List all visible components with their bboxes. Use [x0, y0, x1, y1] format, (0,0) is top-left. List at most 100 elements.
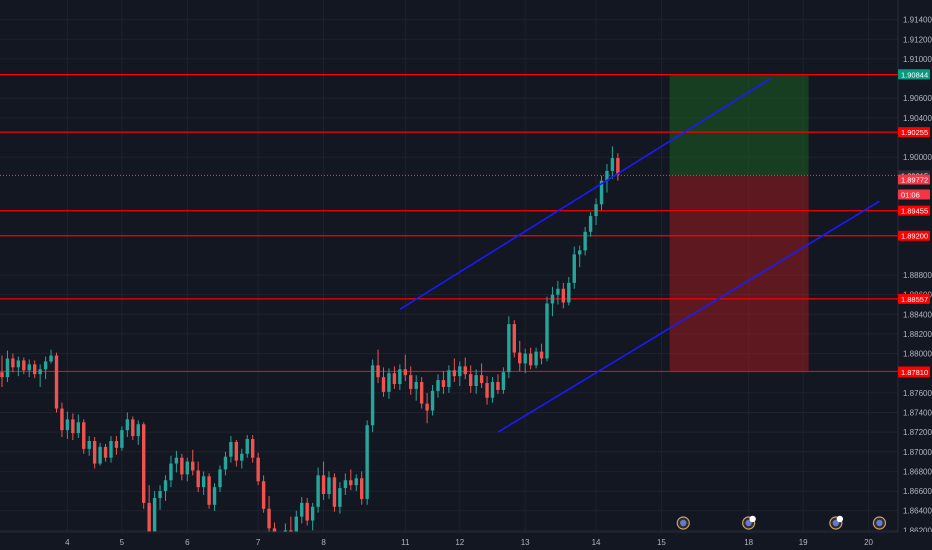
channel-upper-line[interactable]: [399, 77, 771, 311]
price-tag-level: [898, 230, 930, 241]
event-flag-icon: [876, 519, 883, 527]
event-flag-icon: [680, 519, 687, 527]
candle-body-up: [87, 440, 91, 449]
candle-body-up: [212, 487, 217, 505]
candle-body-up: [16, 360, 21, 368]
candle-body-down: [196, 470, 200, 488]
candle-body-up: [300, 502, 304, 517]
position-zones[interactable]: [669, 74, 809, 373]
date-tick-label: 14: [592, 538, 601, 547]
candle-body-down: [251, 439, 255, 458]
candle-body-down: [321, 475, 326, 495]
candle-body-down: [561, 288, 566, 303]
horizontal-levels[interactable]: [0, 73, 898, 373]
candlesticks: [0, 146, 620, 550]
price-tag-countdown: [898, 189, 930, 200]
price-tag-level: [898, 293, 930, 304]
event-flag-icon: [832, 519, 840, 527]
candle-body-up: [310, 506, 315, 521]
price-tag-label: 1.90255: [901, 128, 928, 137]
price-tick-label: 1.87400: [903, 409, 932, 418]
trend-channel[interactable]: [399, 77, 880, 433]
candle-body-down: [518, 352, 522, 364]
price-axis-panel[interactable]: [898, 0, 932, 532]
candle-body-down: [425, 403, 429, 411]
candle-body-up: [125, 419, 130, 431]
candle-body-up: [588, 216, 593, 232]
candle-body-down: [463, 366, 467, 375]
date-tick-label: 15: [657, 538, 666, 547]
candle-body-up: [387, 373, 391, 392]
price-tag-label: 01:06: [901, 190, 920, 199]
price-tick-label: 1.91200: [903, 35, 932, 44]
candle-body-up: [605, 170, 609, 181]
stop-loss-zone[interactable]: [669, 175, 809, 373]
time-axis-panel[interactable]: [0, 532, 932, 550]
candle-body-up: [556, 288, 560, 295]
price-tick-label: 1.90000: [903, 153, 932, 162]
candle-body-up: [501, 372, 506, 390]
candle-body-up: [49, 355, 53, 362]
candle-body-up: [327, 477, 331, 495]
price-tick-label: 1.88400: [903, 310, 932, 319]
candle-body-down: [22, 360, 26, 371]
candle-body-up: [294, 516, 298, 535]
candle-body-up: [583, 231, 587, 251]
candle-body-up: [338, 488, 342, 507]
candle-body-up: [152, 497, 157, 532]
candle-body-down: [512, 324, 516, 353]
price-tick-label: 1.88000: [903, 350, 932, 359]
event-count-label: 2: [751, 517, 755, 523]
price-tag-label: 1.90844: [901, 70, 928, 79]
candle-body-down: [479, 375, 484, 384]
date-tick-label: 13: [521, 538, 530, 547]
candle-body-down: [469, 374, 473, 386]
grid-lines: [0, 0, 898, 532]
candle-body-down: [485, 383, 489, 398]
candle-body-down: [92, 440, 97, 464]
price-tick-label: 1.87200: [903, 428, 932, 437]
time-axis-ticks: 4 5 6 7 8 11 12 13 14 15 18 19 20: [65, 538, 873, 547]
date-tick-label: 7: [256, 538, 261, 547]
candle-body-up: [343, 480, 348, 489]
candle-body-down: [496, 382, 500, 390]
candle-body-down: [539, 351, 544, 359]
candle-body-down: [261, 481, 266, 509]
candle-body-up: [398, 369, 402, 385]
candle-body-down: [349, 480, 353, 486]
candle-body-down: [409, 375, 413, 389]
candle-body-up: [240, 453, 244, 461]
candle-body-down: [256, 457, 260, 482]
candle-body-up: [490, 382, 495, 398]
candle-body-down: [452, 370, 457, 377]
price-tick-label: 1.88200: [903, 330, 932, 339]
candle-body-up: [567, 282, 571, 303]
price-tag-level: [898, 205, 930, 216]
price-tag-label: 1.88557: [901, 295, 928, 304]
candle-body-up: [98, 446, 102, 464]
candle-body-down: [71, 419, 75, 434]
candle-body-up: [229, 441, 233, 457]
candle-body-up: [65, 419, 70, 431]
date-tick-label: 20: [864, 538, 873, 547]
candle-body-up: [534, 351, 538, 366]
price-tag-label: 1.89772: [901, 176, 928, 185]
candle-body-up: [436, 380, 440, 391]
candle-body-down: [142, 424, 146, 503]
candle-body-up: [370, 365, 375, 426]
candle-body-down: [305, 502, 309, 521]
take-profit-zone[interactable]: [669, 74, 809, 176]
candle-body-up: [109, 440, 113, 458]
candle-body-up: [507, 324, 511, 373]
candle-body-up: [430, 390, 435, 411]
channel-lower-line[interactable]: [497, 200, 880, 433]
candle-body-up: [158, 491, 162, 498]
candle-body-up: [163, 480, 168, 492]
candle-body-up: [76, 422, 80, 434]
candle-body-up: [5, 358, 10, 378]
candle-body-down: [234, 441, 239, 461]
price-tick-label: 1.90600: [903, 94, 932, 103]
